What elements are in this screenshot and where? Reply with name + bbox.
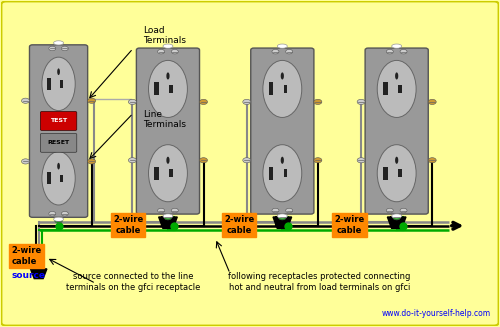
Ellipse shape: [377, 60, 416, 117]
Ellipse shape: [395, 72, 398, 79]
Text: RESET: RESET: [48, 140, 70, 146]
Text: 2-wire
cable: 2-wire cable: [113, 215, 144, 235]
Ellipse shape: [395, 157, 398, 164]
Bar: [398, 85, 402, 93]
Ellipse shape: [166, 72, 170, 79]
Circle shape: [128, 99, 136, 105]
FancyBboxPatch shape: [365, 48, 428, 214]
Polygon shape: [158, 217, 178, 228]
Circle shape: [54, 218, 62, 223]
Bar: [268, 82, 273, 95]
Polygon shape: [388, 217, 406, 228]
Circle shape: [172, 49, 178, 54]
Ellipse shape: [278, 214, 287, 218]
Ellipse shape: [57, 68, 60, 75]
Circle shape: [428, 158, 436, 163]
FancyBboxPatch shape: [250, 48, 314, 214]
Ellipse shape: [263, 60, 302, 117]
Circle shape: [428, 99, 436, 105]
Circle shape: [62, 212, 68, 216]
Circle shape: [88, 98, 96, 103]
Circle shape: [243, 158, 250, 163]
Circle shape: [158, 208, 164, 213]
Circle shape: [243, 99, 250, 105]
Bar: [383, 82, 388, 95]
Bar: [383, 167, 388, 180]
Bar: [154, 167, 159, 180]
FancyBboxPatch shape: [136, 48, 200, 214]
Circle shape: [200, 99, 207, 105]
Bar: [398, 169, 402, 177]
Bar: [154, 82, 159, 95]
Circle shape: [400, 49, 407, 54]
Circle shape: [22, 159, 30, 164]
Circle shape: [314, 158, 322, 163]
Polygon shape: [30, 269, 47, 279]
Circle shape: [62, 46, 68, 51]
FancyBboxPatch shape: [40, 133, 77, 152]
Ellipse shape: [392, 44, 402, 48]
Circle shape: [286, 208, 292, 213]
Circle shape: [278, 215, 286, 220]
Text: 2-wire
cable: 2-wire cable: [12, 246, 42, 266]
Circle shape: [272, 208, 279, 213]
Bar: [60, 175, 63, 182]
Ellipse shape: [392, 214, 402, 218]
Ellipse shape: [54, 217, 64, 221]
Ellipse shape: [42, 57, 75, 111]
Circle shape: [392, 215, 400, 220]
Circle shape: [357, 158, 365, 163]
Circle shape: [286, 49, 292, 54]
Text: source connected to the line
terminals on the gfci receptacle: source connected to the line terminals o…: [66, 272, 200, 292]
Circle shape: [88, 159, 96, 164]
Ellipse shape: [377, 145, 416, 202]
Ellipse shape: [166, 157, 170, 164]
Circle shape: [357, 99, 365, 105]
Ellipse shape: [42, 152, 75, 205]
Circle shape: [22, 98, 30, 103]
Bar: [60, 80, 63, 88]
Circle shape: [272, 49, 279, 54]
Circle shape: [49, 46, 56, 51]
Bar: [47, 172, 50, 184]
FancyBboxPatch shape: [30, 45, 88, 217]
Circle shape: [49, 212, 56, 216]
Circle shape: [172, 208, 178, 213]
Circle shape: [158, 49, 164, 54]
Text: TEST: TEST: [50, 118, 67, 124]
Ellipse shape: [278, 44, 287, 48]
Ellipse shape: [54, 41, 64, 45]
Circle shape: [314, 99, 322, 105]
Circle shape: [386, 49, 394, 54]
Bar: [268, 167, 273, 180]
Polygon shape: [273, 217, 291, 228]
Text: Load
Terminals: Load Terminals: [143, 26, 186, 45]
Text: 2-wire
cable: 2-wire cable: [334, 215, 364, 235]
Bar: [47, 78, 50, 90]
Circle shape: [164, 215, 172, 220]
Ellipse shape: [148, 60, 188, 117]
Text: www.do-it-yourself-help.com: www.do-it-yourself-help.com: [382, 309, 491, 318]
Text: Line
Terminals: Line Terminals: [143, 110, 186, 129]
Circle shape: [200, 158, 207, 163]
Bar: [284, 85, 288, 93]
Ellipse shape: [57, 163, 60, 169]
Ellipse shape: [263, 145, 302, 202]
FancyBboxPatch shape: [40, 112, 77, 130]
Ellipse shape: [280, 72, 284, 79]
Text: 2-wire
cable: 2-wire cable: [224, 215, 254, 235]
Circle shape: [400, 208, 407, 213]
Circle shape: [386, 208, 394, 213]
Text: following receptacles protected connecting
hot and neutral from load terminals o: following receptacles protected connecti…: [228, 272, 411, 292]
Bar: [170, 85, 173, 93]
Ellipse shape: [280, 157, 284, 164]
Text: source: source: [12, 271, 46, 280]
Ellipse shape: [163, 214, 173, 218]
Ellipse shape: [148, 145, 188, 202]
Bar: [284, 169, 288, 177]
Circle shape: [128, 158, 136, 163]
Ellipse shape: [163, 44, 173, 48]
Bar: [170, 169, 173, 177]
